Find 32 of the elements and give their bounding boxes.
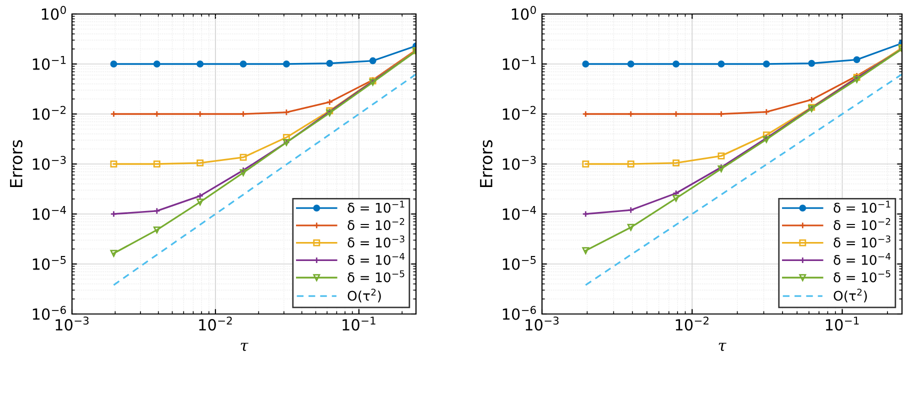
x-tick-label: 10$^{−2}$ <box>199 316 232 331</box>
legend-label: δ = 10$^{−2}$ <box>834 218 890 230</box>
legend-label: δ = 10$^{−5}$ <box>348 270 404 282</box>
y-tick-label: 10$^{−5}$ <box>502 256 536 270</box>
x-axis-title: τ <box>718 342 726 351</box>
legend-label: O(τ$^{2}$) <box>348 288 381 302</box>
legend-label: δ = 10$^{−4}$ <box>834 252 891 265</box>
legend-label: O(τ$^{2}$) <box>834 288 867 302</box>
y-tick-label: 10$^{−2}$ <box>502 106 536 120</box>
y-tick-label: 10$^{−3}$ <box>32 156 66 170</box>
y-tick-label: 10$^{0}$ <box>42 6 66 20</box>
y-tick-label: 10$^{−5}$ <box>32 256 66 270</box>
y-axis-title: Errors <box>480 140 492 188</box>
y-tick-label: 10$^{−1}$ <box>502 56 536 70</box>
legend-label: δ = 10$^{−3}$ <box>834 235 890 248</box>
y-tick-label: 10$^{−1}$ <box>32 56 66 70</box>
y-tick-label: 10$^{−2}$ <box>32 106 66 120</box>
legend-label: δ = 10$^{−4}$ <box>348 252 405 265</box>
legend-label: δ = 10$^{−1}$ <box>834 200 890 213</box>
legend-label: δ = 10$^{−1}$ <box>348 200 404 213</box>
x-tick-label: 10$^{−1}$ <box>826 316 859 331</box>
x-tick-label: 10$^{−1}$ <box>342 316 376 331</box>
y-tick-label: 10$^{−4}$ <box>32 206 66 220</box>
y-tick-label: 10$^{−4}$ <box>502 206 536 220</box>
y-axis-title: Errors <box>10 140 22 188</box>
y-tick-label: 10$^{0}$ <box>512 6 536 20</box>
y-tick-label: 10$^{−3}$ <box>502 156 536 170</box>
legend-label: δ = 10$^{−2}$ <box>348 218 404 230</box>
legend-label: δ = 10$^{−3}$ <box>348 235 404 248</box>
x-tick-label: 10$^{−2}$ <box>676 316 708 331</box>
x-axis-title: τ <box>240 342 248 351</box>
legend-label: δ = 10$^{−5}$ <box>834 270 890 282</box>
